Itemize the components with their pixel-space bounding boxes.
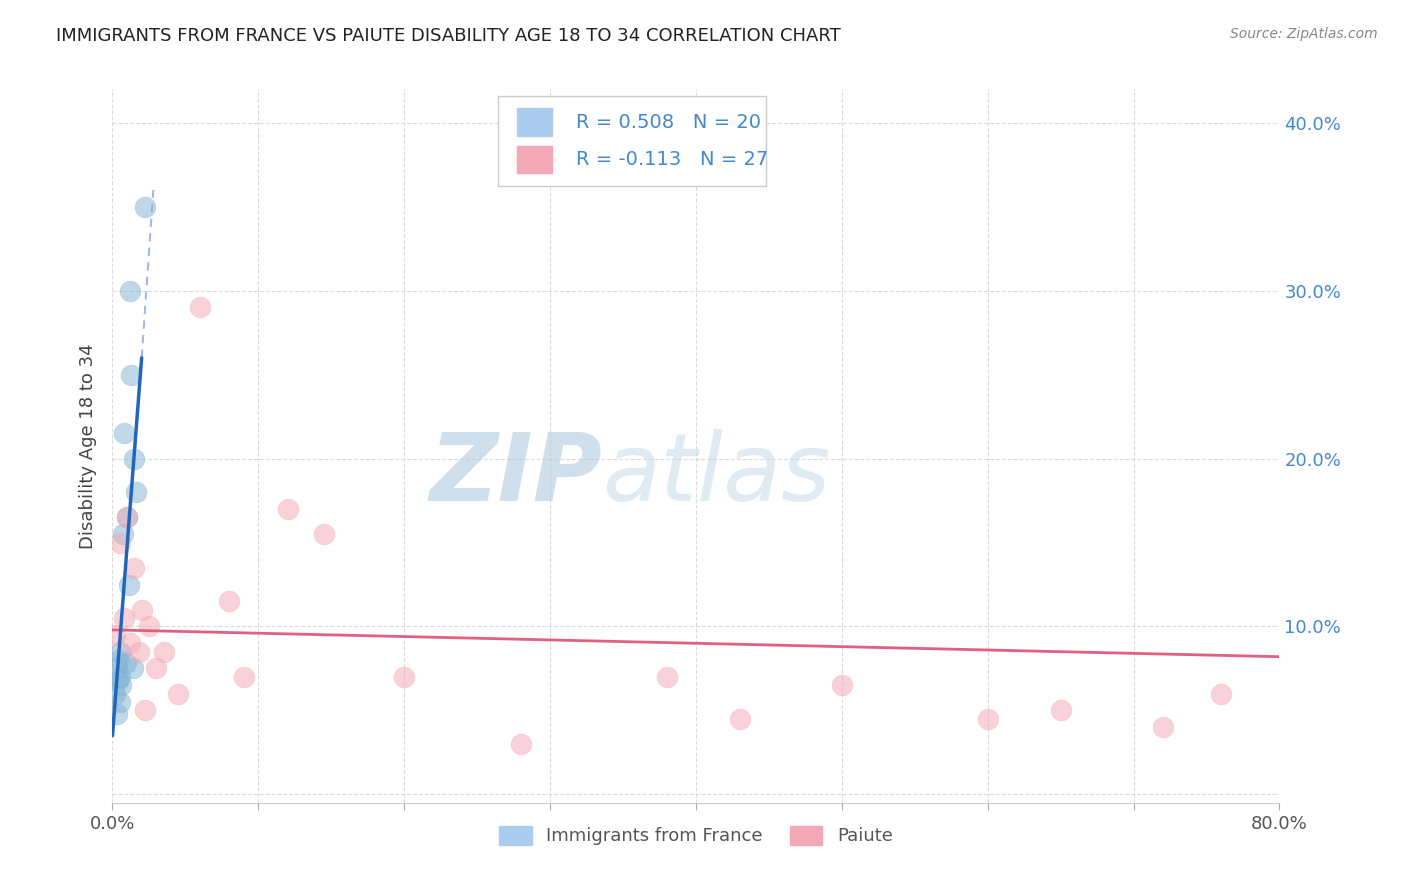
Point	[117, 577, 139, 591]
Point	[394, 670, 416, 684]
Point	[188, 301, 211, 315]
Point	[128, 645, 150, 659]
Point	[167, 687, 190, 701]
Text: atlas: atlas	[603, 429, 831, 520]
Point	[110, 678, 132, 692]
Point	[122, 661, 145, 675]
Point	[112, 426, 135, 441]
FancyBboxPatch shape	[498, 96, 766, 186]
Point	[111, 527, 134, 541]
Point	[107, 673, 129, 688]
Point	[124, 451, 146, 466]
Point	[218, 594, 240, 608]
Point	[107, 653, 129, 667]
Text: ZIP: ZIP	[430, 428, 603, 521]
Point	[831, 678, 853, 692]
Point	[108, 695, 131, 709]
Legend: Immigrants from France, Paiute: Immigrants from France, Paiute	[491, 817, 901, 855]
Text: Source: ZipAtlas.com: Source: ZipAtlas.com	[1230, 27, 1378, 41]
Point	[125, 485, 148, 500]
Point	[114, 657, 136, 671]
Point	[1209, 687, 1232, 701]
Point	[976, 712, 998, 726]
Point	[105, 706, 128, 721]
Point	[112, 611, 135, 625]
Point	[145, 661, 167, 675]
Point	[134, 703, 156, 717]
Text: IMMIGRANTS FROM FRANCE VS PAIUTE DISABILITY AGE 18 TO 34 CORRELATION CHART: IMMIGRANTS FROM FRANCE VS PAIUTE DISABIL…	[56, 27, 841, 45]
Point	[655, 670, 678, 684]
Point	[115, 510, 138, 524]
Point	[276, 502, 298, 516]
Point	[124, 560, 146, 574]
Point	[105, 661, 128, 675]
Point	[728, 712, 751, 726]
FancyBboxPatch shape	[517, 146, 553, 173]
Point	[108, 535, 131, 549]
Point	[131, 603, 153, 617]
Point	[120, 368, 142, 382]
Point	[312, 527, 335, 541]
Point	[118, 284, 141, 298]
Point	[152, 645, 174, 659]
Point	[108, 670, 131, 684]
Point	[509, 737, 531, 751]
FancyBboxPatch shape	[517, 109, 553, 136]
Text: R = 0.508   N = 20: R = 0.508 N = 20	[576, 112, 761, 131]
Point	[104, 628, 127, 642]
Point	[138, 619, 160, 633]
Point	[134, 200, 156, 214]
Point	[1049, 703, 1071, 717]
Point	[118, 636, 141, 650]
Point	[1152, 720, 1174, 734]
Text: R = -0.113   N = 27: R = -0.113 N = 27	[576, 151, 768, 169]
Point	[108, 645, 131, 659]
Point	[115, 510, 138, 524]
Y-axis label: Disability Age 18 to 34: Disability Age 18 to 34	[79, 343, 97, 549]
Point	[232, 670, 254, 684]
Point	[104, 687, 127, 701]
